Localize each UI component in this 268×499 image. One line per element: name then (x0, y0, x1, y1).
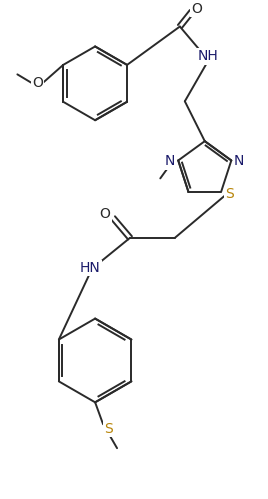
Text: N: N (234, 154, 244, 169)
Text: S: S (104, 422, 113, 436)
Text: S: S (225, 187, 233, 201)
Text: NH: NH (198, 49, 218, 63)
Text: O: O (100, 207, 110, 221)
Text: N: N (165, 154, 176, 169)
Text: HN: HN (80, 261, 100, 275)
Text: O: O (32, 76, 43, 90)
Text: O: O (191, 1, 202, 15)
